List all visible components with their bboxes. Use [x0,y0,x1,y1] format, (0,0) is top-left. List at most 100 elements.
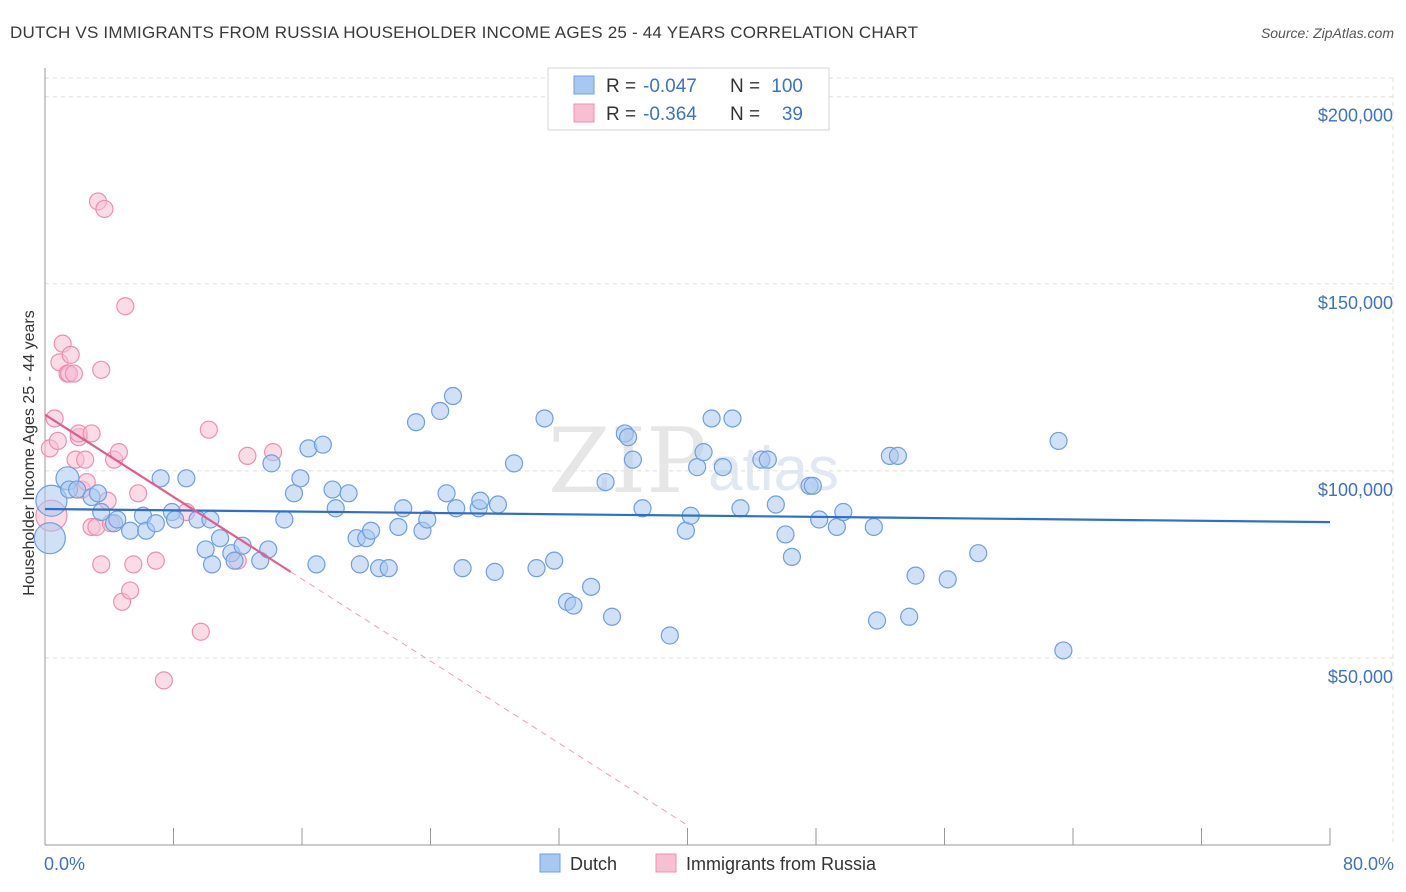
legend-n-label-2: N = [730,104,760,125]
dutch-point-35 [323,480,342,499]
dutch-point-30 [284,484,304,503]
dutch-point-83 [776,525,795,544]
series-russia-points [35,192,283,690]
dutch-point-39 [350,555,369,574]
x-tick-min: 0.0% [44,854,85,874]
dutch-point-17 [177,469,196,488]
y-tick-label-3: $200,000 [1318,106,1393,126]
russia-point-22 [95,199,114,219]
dutch-point-33 [307,555,326,574]
bottom-legend: Dutch Immigrants from Russia [539,853,877,874]
y-axis-label: Householder Income Ages 25 - 44 years [21,310,38,596]
dutch-point-68 [618,428,638,447]
dutch-point-88 [827,517,846,537]
legend-r-label-1: R = [606,76,636,97]
dutch-point-59 [527,559,546,578]
russia-point-31 [129,484,148,503]
dutch-point-69 [623,450,642,469]
y-tick-label-1: $100,000 [1318,480,1393,500]
y-tick-label-2: $150,000 [1318,293,1393,313]
dutch-point-53 [453,559,472,578]
dutch-trend-line [44,507,1331,524]
dutch-point-46 [406,413,426,432]
dutch-point-81 [758,450,777,469]
dutch-point-9 [108,510,127,529]
dutch-point-24 [225,551,244,570]
dutch-point-78 [723,409,742,428]
dutch-point-22 [210,529,230,548]
russia-point-14 [76,450,95,469]
dutch-point-93 [888,446,908,465]
top-legend: R = -0.047 N = 100 R = -0.364 N = 39 [547,67,830,131]
bottom-legend-label-russia: Immigrants from Russia [686,854,877,874]
y-tick-labels: $50,000 $100,000 $150,000 $200,000 [1318,106,1393,687]
dutch-point-63 [564,596,583,615]
x-tick-max: 80.0% [1343,854,1394,874]
dutch-point-76 [702,409,721,428]
russia-point-35 [191,622,210,641]
dutch-point-64 [582,577,601,596]
dutch-point-10 [121,521,140,540]
dutch-point-55 [471,491,490,510]
dutch-point-31 [291,469,310,488]
dutch-point-44 [389,517,408,537]
legend-n-value-2: 39 [782,104,803,125]
dutch-point-7 [92,502,111,522]
series-dutch-points [33,386,1073,660]
dutch-point-91 [867,611,887,630]
bottom-legend-swatch-russia [655,853,677,873]
russia-point-36 [199,420,218,439]
dutch-point-87 [810,510,829,529]
dutch-point-75 [694,443,713,462]
russia-point-29 [121,581,140,600]
dutch-point-41 [361,521,381,540]
dutch-point-51 [443,386,463,406]
bottom-legend-label-dutch: Dutch [570,854,617,874]
russia-point-20 [92,360,111,379]
bottom-legend-swatch-dutch [539,853,561,873]
legend-r-value-2: -0.364 [643,104,697,125]
russia-trend-extension [290,571,690,827]
dutch-point-94 [900,607,919,626]
russia-point-16 [82,424,101,443]
chart-source: Source: ZipAtlas.com [1261,25,1394,41]
russia-point-28 [116,297,135,316]
dutch-point-21 [202,555,222,574]
dutch-point-96 [938,570,957,589]
dutch-point-56 [485,562,504,581]
dutch-point-65 [596,472,615,492]
legend-box [547,67,830,131]
dutch-point-27 [259,540,278,559]
dutch-point-43 [379,559,398,578]
dutch-point-14 [151,469,170,488]
legend-r-label-2: R = [606,104,636,125]
dutch-point-82 [766,495,785,514]
dutch-point-86 [803,476,822,495]
dutch-point-57 [488,495,508,514]
x-tick-labels: 0.0% 80.0% [44,854,1394,874]
dutch-point-6 [88,484,108,503]
russia-point-33 [154,671,173,690]
dutch-point-74 [688,458,707,477]
dutch-point-49 [431,401,450,421]
dutch-point-4 [68,480,87,499]
russia-point-30 [124,555,143,574]
russia-point-8 [61,345,80,364]
dutch-point-98 [1049,431,1068,451]
dutch-point-97 [969,544,988,563]
dutch-point-13 [146,514,165,533]
dutch-point-58 [504,454,524,473]
trend-lines [44,413,1331,827]
russia-point-21 [92,555,111,574]
dutch-point-29 [275,510,294,529]
dutch-point-16 [166,510,185,529]
dutch-point-48 [418,510,437,529]
legend-swatch-russia [573,103,595,123]
russia-point-32 [146,551,165,570]
y-tick-label-0: $50,000 [1328,667,1393,687]
dutch-point-79 [731,499,750,518]
russia-trend-line [44,413,292,573]
dutch-point-77 [713,458,732,477]
dutch-point-37 [339,484,358,503]
